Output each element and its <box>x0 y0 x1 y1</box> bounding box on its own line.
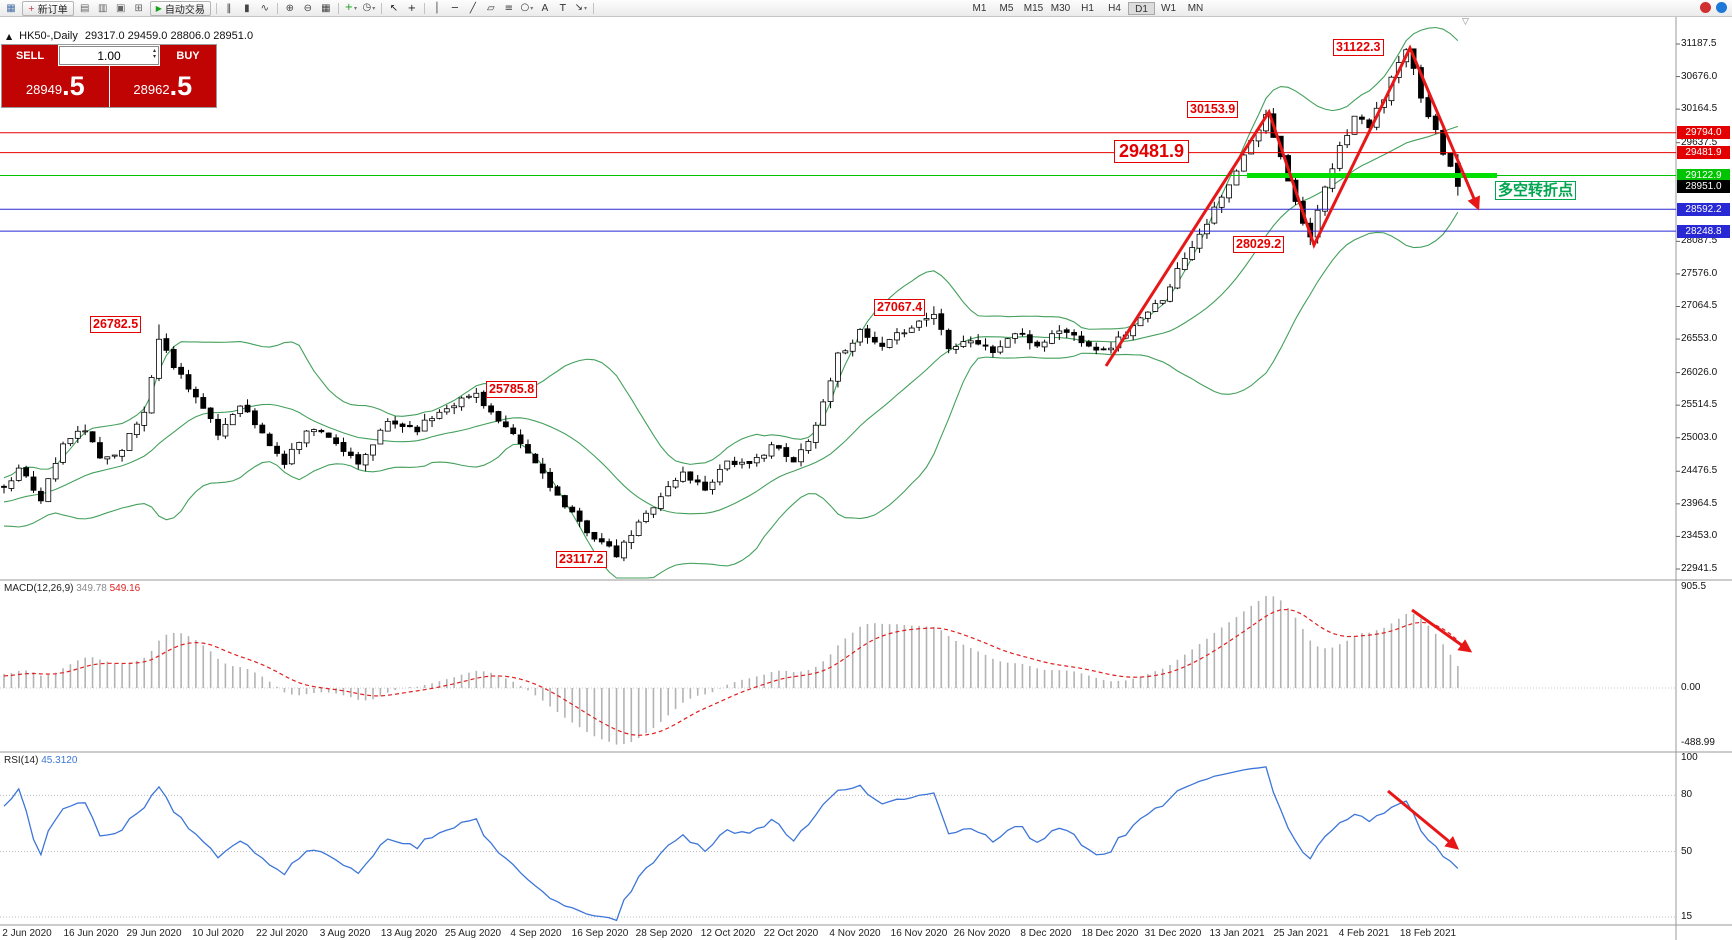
line-chart-icon[interactable]: ∿ <box>260 2 270 14</box>
trade-panel-price-row: 28949.5 28962.5 <box>2 66 216 107</box>
timeframe-toolbar: M1 M5 M15 M30 H1 H4 D1 W1 MN <box>966 1 1209 15</box>
toolbar: ▦ + 新订单 ▤ ▥ ▣ ⊞ ▶ 自动交易 ‖ ▮ ∿ ⊕ ⊖ ▦ +▾ ◷▾ ↖ + │ ─ ╱ ▱ ≡ ○▾ A T ↘▾ M1… <box>0 0 1732 17</box>
rsi-name: RSI(14) <box>4 755 39 766</box>
timeframe-mn-button[interactable]: MN <box>1187 2 1204 14</box>
zoom-out-icon[interactable]: ⊖ <box>303 2 313 14</box>
zoom-in-icon[interactable]: ⊕ <box>285 2 295 14</box>
one-click-trading-panel: SELL 1.00 ▴ ▾ BUY 28949.5 28962.5 <box>1 44 217 108</box>
timeframe-h1-button[interactable]: H1 <box>1081 2 1094 14</box>
community-icon[interactable] <box>1716 2 1727 13</box>
new-chart-icon[interactable]: ▦ <box>6 2 16 14</box>
arrows-icon[interactable]: ↘▾ <box>574 2 588 13</box>
indicators-icon[interactable]: +▾ <box>344 2 358 13</box>
timeframe-d1-button[interactable]: D1 <box>1128 1 1155 15</box>
toolbar-separator <box>592 2 594 14</box>
macd-down-arrow[interactable] <box>1411 608 1473 653</box>
chart-profiles-icon[interactable]: ▤ <box>79 2 90 14</box>
shapes-icon[interactable]: ○▾ <box>520 2 534 13</box>
rsi-down-arrow[interactable] <box>1387 789 1460 850</box>
fibonacci-icon[interactable]: ≡ <box>504 2 514 14</box>
buy-button[interactable]: BUY <box>160 45 216 66</box>
symbol-ohlc-line: ▲ HK50-,Daily 29317.0 29459.0 28806.0 28… <box>6 30 253 42</box>
volume-down-icon[interactable]: ▾ <box>152 53 156 60</box>
toolbar-separator <box>423 2 425 14</box>
volume-value: 1.00 <box>97 48 121 63</box>
trendline-icon[interactable]: ╱ <box>469 2 476 14</box>
vertical-line-icon[interactable]: │ <box>433 2 440 14</box>
trend-zigzag-arrow[interactable] <box>1104 44 1480 367</box>
buy-price-main: 28962 <box>133 82 170 97</box>
symbol-name: HK50-,Daily <box>19 30 78 42</box>
auto-trading-button[interactable]: ▶ 自动交易 <box>149 0 211 16</box>
sell-price-fraction: .5 <box>62 71 85 101</box>
rsi-indicator-label: RSI(14) 45.3120 <box>4 755 77 766</box>
candlestick-chart-icon[interactable]: ▮ <box>244 2 250 14</box>
volume-up-icon[interactable]: ▴ <box>152 47 156 54</box>
timeframe-h4-button[interactable]: H4 <box>1108 2 1121 14</box>
sell-price[interactable]: 28949.5 <box>2 66 109 107</box>
sell-price-main: 28949 <box>25 82 63 97</box>
macd-name: MACD(12,26,9) <box>4 583 74 594</box>
tile-windows-icon[interactable]: ▦ <box>321 2 331 14</box>
macd-value-signal: 549.16 <box>109 583 141 594</box>
timeframe-m1-button[interactable]: M1 <box>972 2 987 14</box>
periods-icon[interactable]: ◷▾ <box>362 2 376 13</box>
volume-input[interactable]: 1.00 ▴ ▾ <box>59 46 159 65</box>
equidistant-channel-icon[interactable]: ▱ <box>487 2 495 14</box>
buy-price[interactable]: 28962.5 <box>109 66 216 107</box>
data-window-icon[interactable]: ▣ <box>115 2 126 14</box>
cursor-icon[interactable]: ↖ <box>389 2 399 14</box>
timeframe-w1-button[interactable]: W1 <box>1161 2 1176 14</box>
rsi-value: 45.3120 <box>41 755 78 766</box>
toolbar-separator <box>276 2 278 14</box>
horizontal-line-icon[interactable]: ─ <box>451 2 458 14</box>
toolbar-separator <box>215 2 217 14</box>
toolbar-separator <box>380 2 382 14</box>
text-icon[interactable]: A <box>541 2 549 14</box>
buy-price-fraction: .5 <box>169 71 193 101</box>
symbol-ohlc-values: 29317.0 29459.0 28806.0 28951.0 <box>84 30 254 42</box>
toolbar-separator <box>337 2 339 14</box>
news-icon[interactable] <box>1700 2 1711 13</box>
new-order-button[interactable]: + 新订单 <box>22 0 74 16</box>
chart-symbol-icon: ▲ <box>6 31 13 41</box>
timeframe-m5-button[interactable]: M5 <box>999 2 1014 14</box>
macd-value-main: 349.78 <box>76 583 107 594</box>
crosshair-icon[interactable]: + <box>407 2 417 14</box>
market-watch-icon[interactable]: ▥ <box>97 2 108 14</box>
sell-button[interactable]: SELL <box>2 45 58 66</box>
toolbar-left-group: ▦ + 新订单 ▤ ▥ ▣ ⊞ ▶ 自动交易 ‖ ▮ ∿ ⊕ ⊖ ▦ +▾ ◷▾ ↖ + │ ─ ╱ ▱ ≡ ○▾ A T ↘▾ <box>0 0 597 16</box>
toolbar-right-group <box>1700 2 1727 13</box>
timeframe-m30-button[interactable]: M30 <box>1050 2 1071 14</box>
macd-indicator-label: MACD(12,26,9) 349.78 549.16 <box>4 583 140 594</box>
bar-chart-icon[interactable]: ‖ <box>226 2 232 14</box>
timeframe-m15-button[interactable]: M15 <box>1023 2 1044 14</box>
chart-shift-marker[interactable]: ▽ <box>1462 17 1469 27</box>
text-label-icon[interactable]: T <box>559 2 566 14</box>
navigator-icon[interactable]: ⊞ <box>134 2 143 14</box>
volume-spinner[interactable]: ▴ ▾ <box>153 48 156 60</box>
trade-panel-top-row: SELL 1.00 ▴ ▾ BUY <box>2 45 216 66</box>
